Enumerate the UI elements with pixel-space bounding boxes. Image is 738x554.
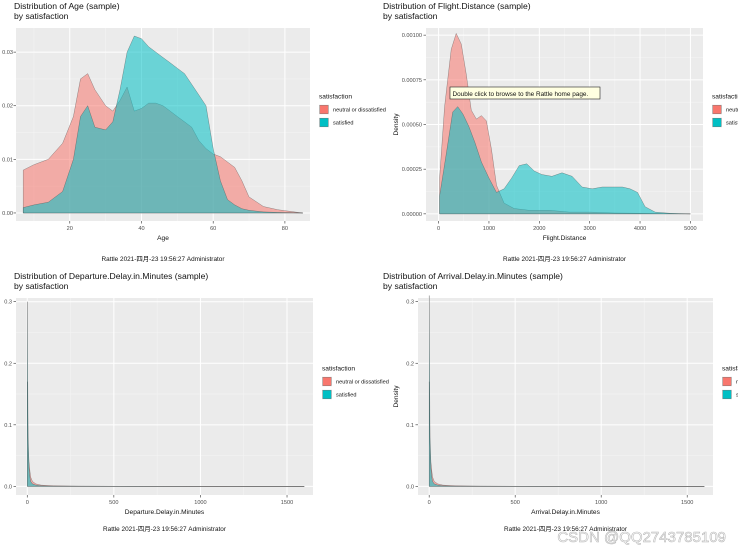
- x-tick-label: 0: [437, 226, 440, 232]
- legend-swatch: [319, 118, 329, 127]
- x-axis-label: Flight.Distance: [543, 235, 587, 242]
- legend-label: satisfied: [736, 393, 738, 399]
- legend-swatch: [722, 390, 732, 399]
- legend-label: neutral or dissatisfied: [333, 108, 386, 114]
- rattle-tooltip: Double click to browse to the Rattle hom…: [449, 86, 601, 100]
- legend-label: satisfied: [333, 121, 354, 127]
- legend-swatch: [319, 105, 329, 114]
- x-tick-label: 1500: [681, 500, 693, 506]
- rattle-footer: Rattle 2021-四月-23 19:56:27 Administrator: [503, 255, 627, 263]
- x-tick-label: 0: [26, 500, 29, 506]
- y-tick-label: 0.2: [4, 361, 12, 367]
- density-area-satisfied: [23, 35, 303, 214]
- x-tick-label: 1000: [483, 226, 495, 232]
- x-tick-label: 1000: [194, 500, 206, 506]
- density-area-satisfied: [429, 295, 705, 487]
- y-tick-label: 0.00025: [402, 167, 422, 173]
- y-tick-label: 0.3: [406, 300, 414, 306]
- chart-title: Distribution of Flight.Distance (sample): [383, 1, 531, 11]
- x-tick-label: 0: [428, 500, 431, 506]
- y-tick-label: 0.00100: [402, 33, 422, 39]
- chart-4: Distribution of Arrival.Delay.in.Minutes…: [383, 271, 738, 533]
- plot-panel: [16, 298, 313, 495]
- density-area-satisfied: [439, 106, 691, 215]
- y-tick-label: 0.00000: [402, 212, 422, 218]
- chart-3: Distribution of Departure.Delay.in.Minut…: [4, 271, 389, 533]
- plot-panel: [418, 298, 713, 495]
- legend-swatch: [722, 377, 732, 386]
- x-tick-label: 60: [210, 226, 216, 232]
- x-tick-label: 3000: [583, 226, 595, 232]
- x-axis-label: Arrival.Delay.in.Minutes: [531, 509, 600, 516]
- y-tick-label: 0.1: [406, 423, 414, 429]
- y-axis-label: Density: [393, 113, 400, 136]
- rattle-footer: Rattle 2021-四月-23 19:56:27 Administrator: [504, 525, 628, 533]
- x-tick-label: 4000: [634, 226, 646, 232]
- y-tick-label: 0.00075: [402, 78, 422, 84]
- legend-label: neutral or dissatisfied: [726, 108, 738, 114]
- legend-swatch: [712, 105, 722, 114]
- chart-subtitle: by satisfaction: [14, 281, 69, 291]
- tooltip-box: [449, 86, 601, 100]
- chart-subtitle: by satisfaction: [383, 281, 438, 291]
- x-tick-label: 5000: [684, 226, 696, 232]
- chart-1: Distribution of Age (sample)by satisfact…: [2, 1, 386, 263]
- x-tick-label: 80: [282, 226, 288, 232]
- y-tick-label: 0.02: [2, 104, 13, 110]
- x-tick-label: 1000: [595, 500, 607, 506]
- x-tick-label: 20: [67, 226, 73, 232]
- x-tick-label: 1500: [281, 500, 293, 506]
- legend-label: satisfied: [336, 393, 357, 399]
- y-tick-label: 0.3: [4, 300, 12, 306]
- chart-title: Distribution of Departure.Delay.in.Minut…: [14, 271, 208, 281]
- legend-title: satisfaction: [712, 94, 738, 101]
- chart-title: Distribution of Age (sample): [14, 1, 120, 11]
- y-tick-label: 0.0: [406, 484, 414, 490]
- x-tick-label: 40: [138, 226, 144, 232]
- y-tick-label: 0.00050: [402, 123, 422, 129]
- y-tick-label: 0.1: [4, 423, 12, 429]
- legend-swatch: [322, 390, 332, 399]
- chart-title: Distribution of Arrival.Delay.in.Minutes…: [383, 271, 563, 281]
- rattle-footer: Rattle 2021-四月-23 19:56:27 Administrator: [102, 255, 226, 263]
- x-axis-label: Departure.Delay.in.Minutes: [125, 509, 205, 516]
- y-axis-label: Density: [393, 385, 400, 408]
- y-tick-label: 0.00: [2, 211, 13, 217]
- y-tick-label: 0.0: [4, 484, 12, 490]
- chart-2: Distribution of Flight.Distance (sample)…: [383, 1, 738, 263]
- x-tick-label: 2000: [533, 226, 545, 232]
- legend-title: satisfaction: [319, 94, 352, 101]
- x-tick-label: 500: [511, 500, 520, 506]
- y-tick-label: 0.01: [2, 157, 13, 163]
- legend-label: neutral or dissatisfied: [336, 380, 389, 386]
- legend-title: satisfaction: [722, 366, 738, 373]
- x-axis-label: Age: [157, 235, 169, 242]
- legend-title: satisfaction: [322, 366, 355, 373]
- legend-label: satisfied: [726, 121, 738, 127]
- legend-label: neutral or dissatisfied: [736, 380, 738, 386]
- chart-subtitle: by satisfaction: [14, 11, 69, 21]
- csdn-watermark: CSDN @QQ2743785109: [557, 529, 726, 546]
- legend-swatch: [322, 377, 332, 386]
- y-tick-label: 0.2: [406, 361, 414, 367]
- x-tick-label: 500: [109, 500, 118, 506]
- density-area-satisfied: [27, 301, 305, 487]
- tooltip-text: Double click to browse to the Rattle hom…: [453, 91, 589, 98]
- rattle-footer: Rattle 2021-四月-23 19:56:27 Administrator: [103, 525, 227, 533]
- y-tick-label: 0.03: [2, 50, 13, 56]
- chart-subtitle: by satisfaction: [383, 11, 438, 21]
- legend-swatch: [712, 118, 722, 127]
